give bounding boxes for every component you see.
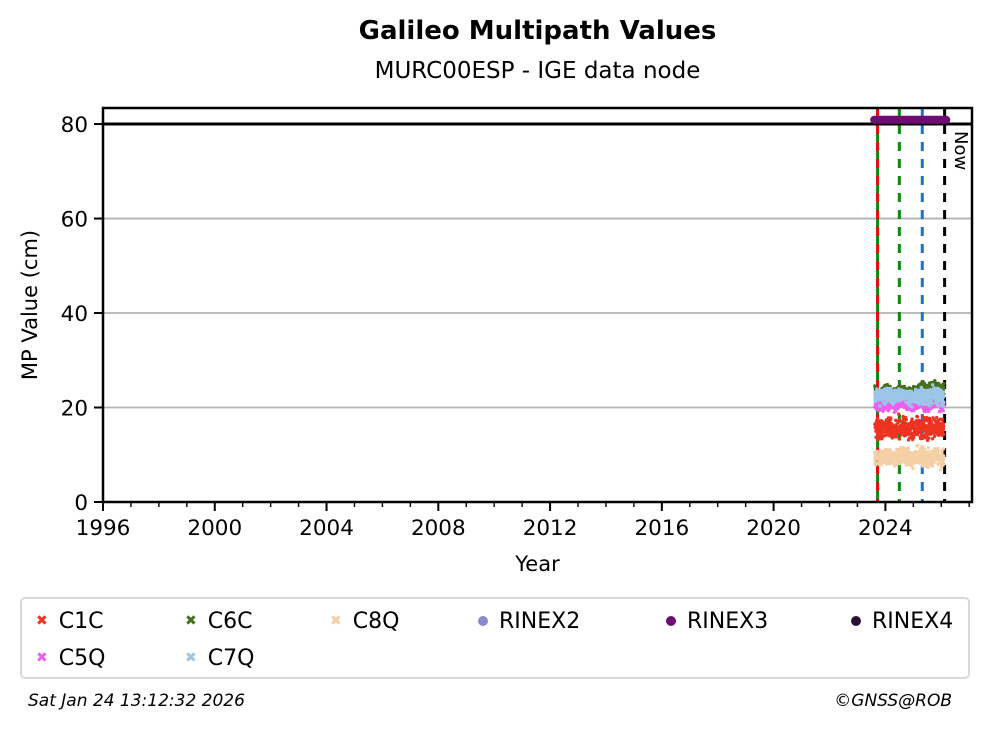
series-c7q [873, 383, 946, 409]
legend-item-c8q: ✖ C8Q [330, 606, 399, 636]
circle-marker-icon [478, 616, 488, 626]
x-tick-label: 2000 [187, 516, 242, 541]
y-tick-label: 40 [61, 302, 88, 327]
legend-item-rinex2: RINEX2 [478, 606, 580, 636]
gridlines [103, 123, 972, 409]
y-tick-label: 80 [61, 113, 88, 138]
series-c1c [873, 412, 946, 443]
x-marker-icon: ✖ [185, 613, 197, 629]
x-marker-icon: ✖ [36, 650, 48, 666]
legend-label: C8Q [352, 608, 400, 634]
chart-title: Galileo Multipath Values [358, 16, 717, 46]
x-tick-label: 2012 [523, 516, 578, 541]
x-tick-label: 2024 [858, 516, 913, 541]
legend-item-c5q: ✖ C5Q [36, 643, 105, 673]
x-tick-label: 2016 [634, 516, 689, 541]
chart-subtitle: MURC00ESP - IGE data node [374, 58, 701, 84]
legend-label: RINEX3 [687, 608, 769, 634]
x-tick-label: 2020 [746, 516, 801, 541]
x-tick-label: 2008 [411, 516, 466, 541]
circle-marker-icon [666, 616, 676, 626]
legend-label: RINEX4 [872, 608, 954, 634]
legend: ✖ C1C ✖ C6C ✖ C8Q RINEX2 RINEX3 RINEX4 ✖ C5Q ✖ C7Q [20, 597, 970, 679]
y-tick-label: 0 [74, 491, 88, 516]
now-annotation: Now [950, 131, 971, 171]
x-marker-icon: ✖ [36, 613, 48, 629]
plot-frame [101, 106, 974, 504]
x-tick-label: 1996 [76, 516, 131, 541]
legend-item-c6c: ✖ C6C [185, 606, 252, 636]
plot-canvas: 0 20 40 60 80 1996 2000 2004 2008 2012 2016 2020 202… [61, 106, 974, 541]
y-tick-label: 60 [61, 208, 88, 233]
legend-item-c1c: ✖ C1C [36, 606, 103, 636]
footer-timestamp: Sat Jan 24 13:12:32 2026 [28, 691, 245, 711]
legend-item-rinex3: RINEX3 [666, 606, 768, 636]
circle-marker-icon [851, 616, 861, 626]
x-tick-label: 2004 [299, 516, 354, 541]
series-c8q [873, 443, 946, 472]
legend-label: C5Q [58, 645, 106, 671]
legend-label: C1C [58, 608, 104, 634]
legend-item-c7q: ✖ C7Q [185, 643, 254, 673]
event-lines [876, 108, 947, 502]
footer-copyright: ©GNSS@ROB [834, 691, 952, 711]
x-axis-label: Year [515, 552, 560, 576]
legend-label: RINEX2 [499, 608, 581, 634]
legend-label: C6C [207, 608, 253, 634]
legend-label: C7Q [207, 645, 255, 671]
legend-item-rinex4: RINEX4 [851, 606, 953, 636]
x-marker-icon: ✖ [185, 650, 197, 666]
y-tick-label: 20 [61, 397, 88, 422]
data-series [870, 115, 951, 472]
x-marker-icon: ✖ [330, 613, 342, 629]
axis-ticks: 0 20 40 60 80 1996 2000 2004 2008 2012 2016 2020 202… [61, 113, 970, 541]
